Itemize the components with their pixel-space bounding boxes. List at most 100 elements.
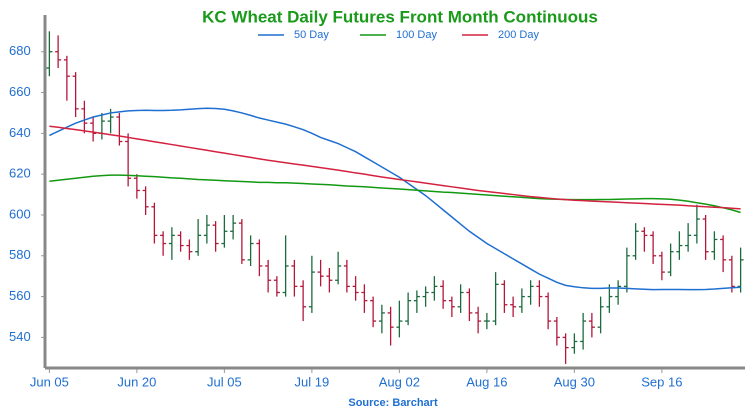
- ma-line: [49, 107, 741, 291]
- ohlc-bar: [396, 300, 403, 338]
- x-tick-label: Jun 20: [117, 374, 156, 389]
- ohlc-bar: [291, 259, 298, 297]
- ohlc-bar: [63, 55, 70, 101]
- ohlc-bar: [151, 202, 158, 244]
- ohlc-bar: [641, 227, 648, 252]
- y-tick-label: 600: [9, 206, 31, 221]
- ohlc-bar: [55, 35, 62, 69]
- ohlc-bar: [545, 292, 552, 330]
- ohlc-bar: [46, 31, 53, 77]
- ohlc-bar: [116, 112, 123, 146]
- ohlc-bar: [98, 112, 105, 140]
- x-tick-label: Aug 16: [466, 374, 507, 389]
- ohlc-bar: [273, 276, 280, 297]
- ohlc-bar: [501, 280, 508, 313]
- ohlc-bar: [238, 219, 245, 264]
- ohlc-bar: [466, 288, 473, 322]
- ohlc-bar: [606, 284, 613, 313]
- ohlc-bar: [553, 316, 560, 346]
- ohlc-bar: [221, 214, 228, 248]
- y-tick-label: 680: [9, 43, 31, 58]
- ohlc-bar: [702, 214, 709, 260]
- ohlc-bar: [615, 280, 622, 305]
- ohlc-bar: [737, 247, 744, 293]
- legend-label: 50 Day: [294, 29, 329, 41]
- ohlc-bar: [195, 219, 202, 256]
- ohlc-bar: [562, 333, 569, 364]
- ohlc-bar: [632, 223, 639, 260]
- ohlc-bar: [90, 117, 97, 142]
- x-tick-label: Jul 05: [207, 374, 242, 389]
- ohlc-bar: [728, 255, 735, 293]
- ohlc-bar: [667, 243, 674, 277]
- ohlc-bar: [247, 235, 254, 266]
- ohlc-bar: [308, 255, 315, 313]
- ohlc-bar: [335, 251, 342, 285]
- y-tick-label: 640: [9, 125, 31, 140]
- legend-label: 200 Day: [498, 29, 539, 41]
- ohlc-bar: [475, 306, 482, 334]
- ohlc-bar: [142, 186, 149, 215]
- x-tick-label: Aug 30: [554, 374, 595, 389]
- ohlc-bar: [527, 280, 534, 305]
- ohlc-bar: [658, 251, 665, 281]
- ohlc-bar: [597, 296, 604, 334]
- x-tick-label: Sep 16: [641, 374, 682, 389]
- ohlc-bar: [422, 286, 429, 307]
- x-tick-label: Aug 02: [379, 374, 420, 389]
- ohlc-bar: [720, 235, 727, 273]
- ohlc-bar: [343, 259, 350, 293]
- ohlc-bar: [230, 214, 237, 240]
- ohlc-bar: [256, 239, 263, 277]
- ohlc-bar: [361, 284, 368, 313]
- ohlc-bar: [326, 268, 333, 293]
- ohlc-bar: [413, 290, 420, 313]
- y-tick-label: 620: [9, 166, 31, 181]
- ohlc-bar: [370, 296, 377, 328]
- ohlc-bar: [72, 72, 79, 118]
- ohlc-bar: [676, 231, 683, 260]
- ohlc-bar: [125, 133, 132, 187]
- ohlc-bar: [588, 312, 595, 338]
- ohlc-bar: [510, 296, 517, 317]
- x-tick-label: Jun 05: [30, 374, 69, 389]
- source-note: Source: Barchart: [348, 397, 438, 409]
- ohlc-bar: [387, 306, 394, 346]
- ohlc-bar: [133, 174, 140, 199]
- ohlc-bar: [448, 296, 455, 317]
- ohlc-bar: [168, 227, 175, 260]
- ohlc-bar: [571, 333, 578, 354]
- y-tick-label: 540: [9, 329, 31, 344]
- ma-line: [49, 174, 741, 214]
- ohlc-bar: [300, 280, 307, 322]
- ohlc-bar: [580, 312, 587, 350]
- ohlc-bar: [518, 288, 525, 313]
- ohlc-bar: [711, 231, 718, 260]
- ohlc-bar: [693, 204, 700, 244]
- ma-line: [49, 125, 741, 210]
- ohlc-bar: [203, 214, 210, 244]
- ohlc-bar: [186, 239, 193, 260]
- y-tick-label: 580: [9, 247, 31, 262]
- ohlc-bar: [160, 231, 167, 256]
- ohlc-bar: [212, 221, 219, 252]
- ohlc-bar: [685, 223, 692, 252]
- ohlc-bar: [317, 259, 324, 287]
- ohlc-bar: [177, 231, 184, 252]
- ohlc-bar: [282, 235, 289, 297]
- ohlc-bar: [378, 304, 385, 334]
- ohlc-bar: [440, 280, 447, 309]
- ohlc-bar: [623, 247, 630, 293]
- ohlc-bar: [492, 272, 499, 326]
- ohlc-bar: [536, 280, 543, 307]
- y-tick-label: 560: [9, 288, 31, 303]
- ohlc-bar: [457, 284, 464, 313]
- ohlc-bar: [431, 276, 438, 301]
- ohlc-bar: [352, 276, 359, 301]
- ohlc-bar: [405, 292, 412, 326]
- ohlc-bar: [81, 100, 88, 134]
- chart-title: KC Wheat Daily Futures Front Month Conti…: [202, 7, 598, 26]
- ohlc-bar: [265, 259, 272, 293]
